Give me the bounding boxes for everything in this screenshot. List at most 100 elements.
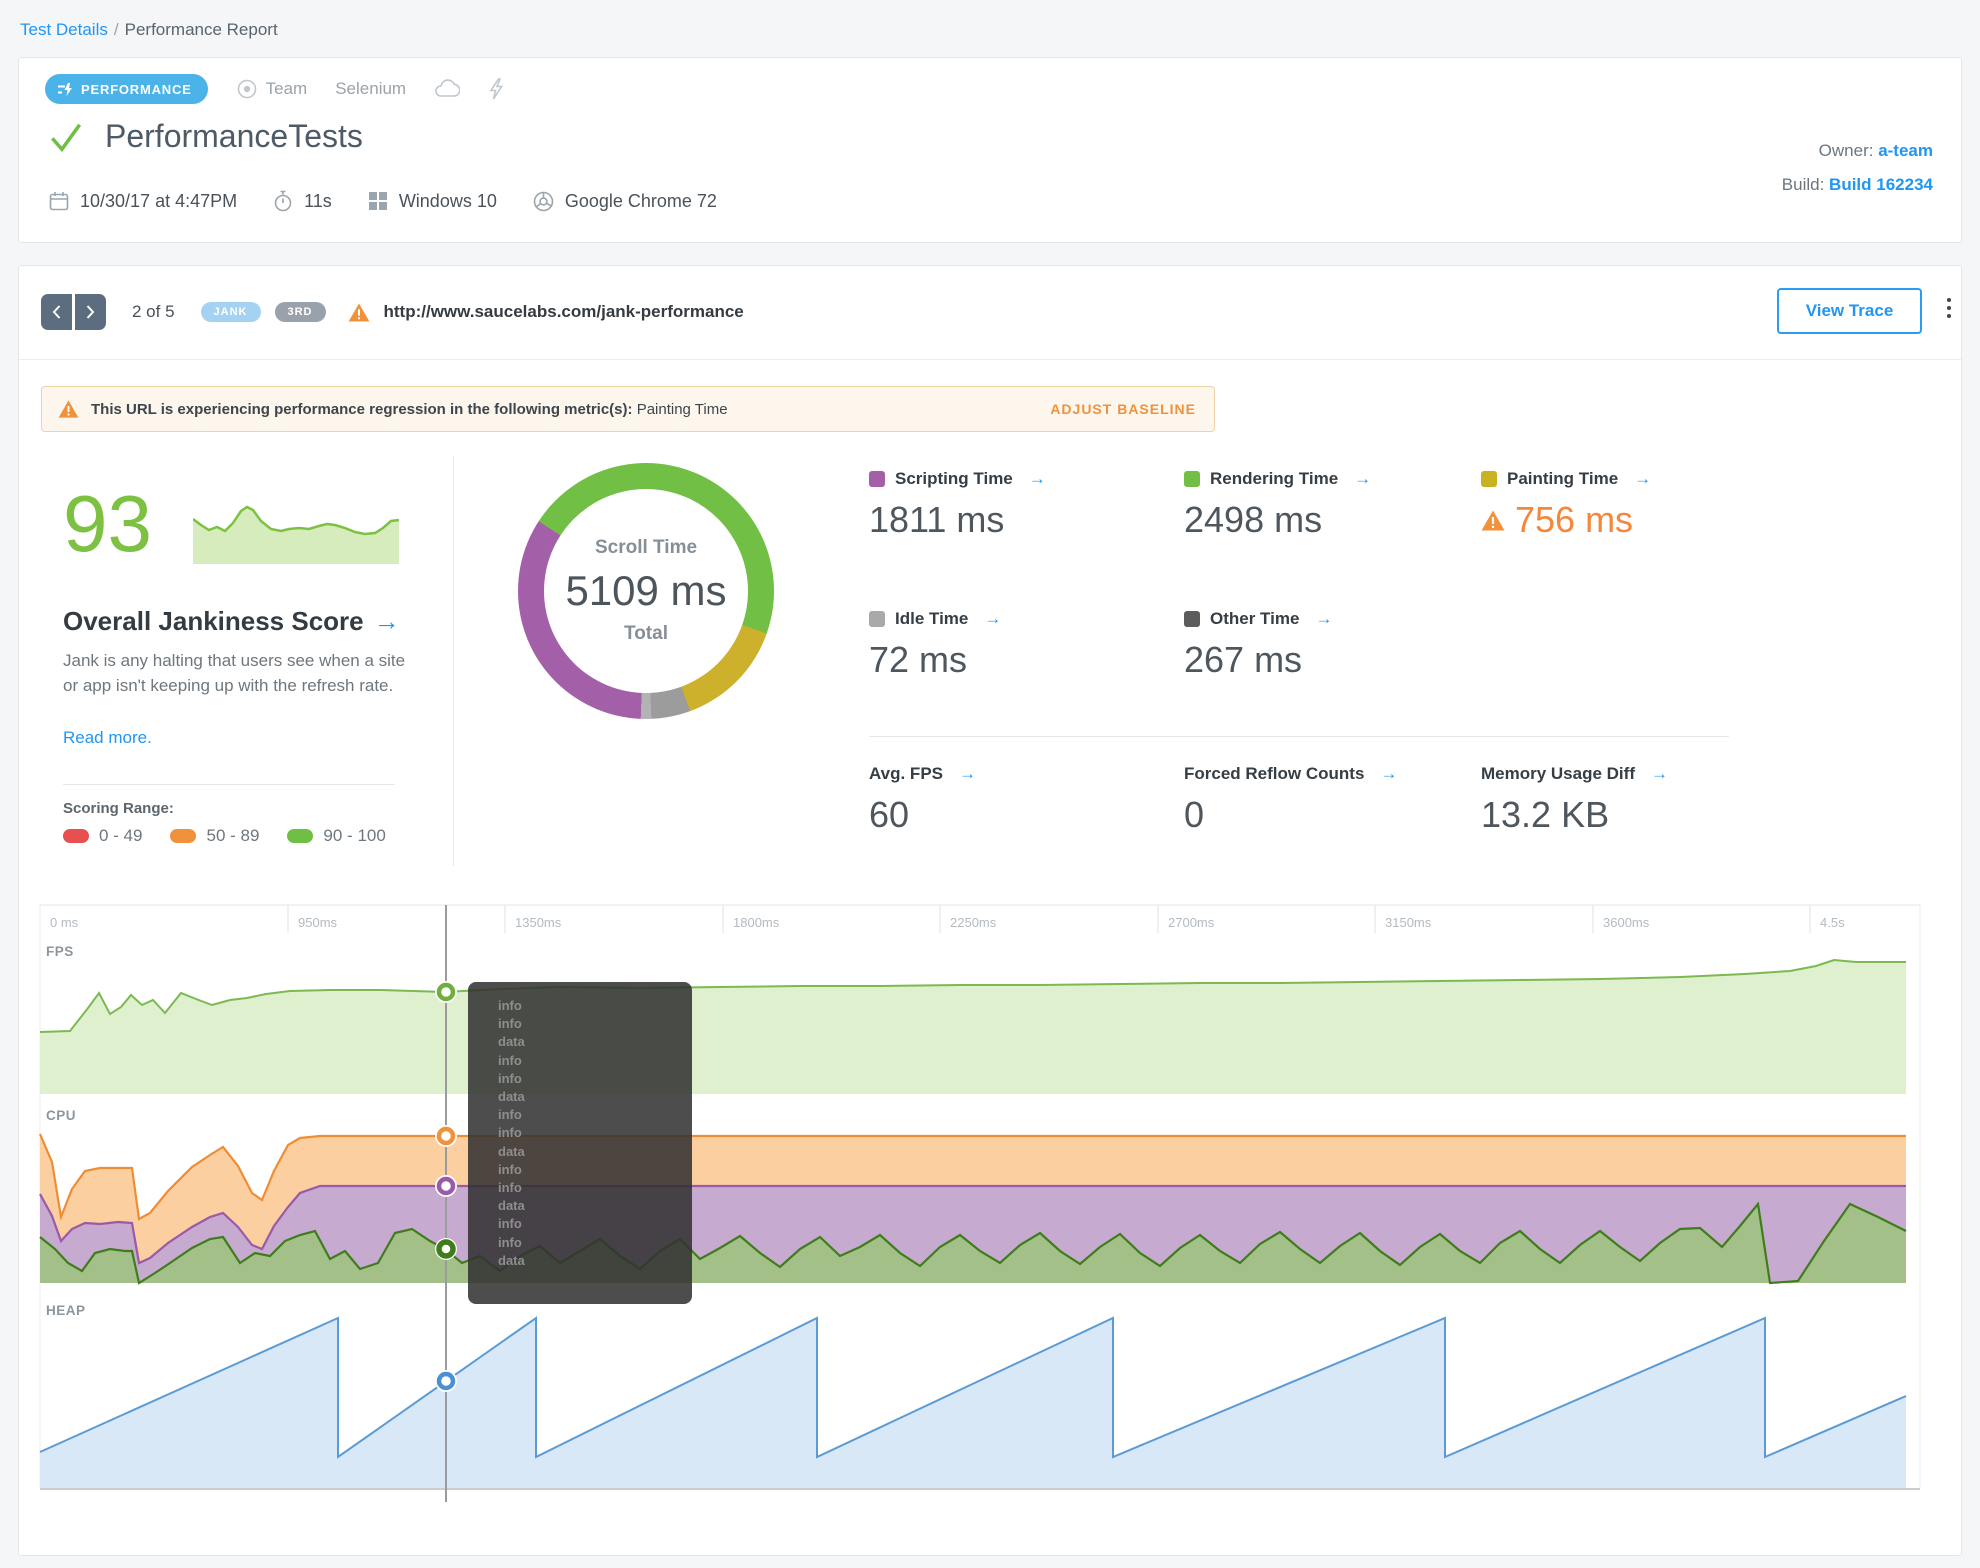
meta-duration: 11s xyxy=(273,190,332,212)
avg-fps-arrow-link[interactable]: → xyxy=(959,764,976,783)
performance-badge: PERFORMANCE xyxy=(45,74,208,104)
tooltip-row: info xyxy=(498,1216,522,1232)
chevron-left-icon xyxy=(52,305,61,319)
painting-value-alert: 756 ms xyxy=(1481,499,1651,541)
metric-idle-time: Idle Time → 72 ms xyxy=(869,609,1002,680)
framework-label: Selenium xyxy=(335,79,407,98)
other-arrow-link[interactable]: → xyxy=(1315,609,1333,628)
owner-line: Owner: a-team xyxy=(1818,141,1933,160)
cpu-chart-label: CPU xyxy=(46,1108,77,1123)
metric-scripting-time: Scripting Time → 1811 ms xyxy=(869,469,1046,540)
eye-icon xyxy=(237,79,256,99)
painting-warning-icon xyxy=(1481,510,1505,530)
tooltip-row: info xyxy=(498,1234,522,1250)
jankiness-score-title: Overall Jankiness Score → xyxy=(63,606,400,636)
page-url: http://www.saucelabs.com/jank-performanc… xyxy=(383,302,744,321)
url-position: 2 of 5 xyxy=(132,302,175,321)
tooltip-row: info xyxy=(498,1070,522,1086)
owner-link[interactable]: a-team xyxy=(1878,141,1933,160)
column-divider xyxy=(453,456,454,866)
metric-forced-reflow: Forced Reflow Counts → 0 xyxy=(1184,764,1398,835)
meta-browser: Google Chrome 72 xyxy=(533,191,717,212)
team-visibility[interactable]: Team xyxy=(236,78,308,100)
windows-icon xyxy=(368,192,387,210)
breadcrumb-separator: / xyxy=(113,20,119,39)
memory-arrow-link[interactable]: → xyxy=(1650,764,1668,783)
third-party-tag: 3RD xyxy=(274,302,326,322)
painting-arrow-link[interactable]: → xyxy=(1634,469,1652,488)
metric-avg-fps: Avg. FPS → 60 xyxy=(869,764,976,835)
tooltip-row: info xyxy=(498,1107,522,1123)
tooltip-row: info xyxy=(498,998,522,1013)
scripting-swatch xyxy=(869,471,885,487)
prev-url-button[interactable] xyxy=(41,294,72,330)
tooltip-row: data xyxy=(498,1252,525,1268)
donut-label-bottom: Total xyxy=(624,623,668,644)
tooltip-row: data xyxy=(498,1198,525,1214)
range-bad: 0 - 49 xyxy=(63,826,142,846)
tooltip-row: info xyxy=(498,1016,522,1032)
scoring-range-legend: 0 - 49 50 - 89 90 - 100 xyxy=(63,826,386,846)
owner-build-block: Owner: a-team Build: Build 162234 xyxy=(1782,134,1933,202)
adjust-baseline-button[interactable]: ADJUST BASELINE xyxy=(1050,401,1196,417)
passed-check-icon xyxy=(51,123,82,152)
scripting-arrow-link[interactable]: → xyxy=(1028,469,1046,488)
build-link[interactable]: Build 162234 xyxy=(1829,175,1933,194)
tooltip-row: data xyxy=(498,1034,525,1050)
chart-tooltip: info info data info info data info info data info… xyxy=(468,982,692,1304)
breadcrumb-current: Performance Report xyxy=(124,20,278,39)
score-sparkline xyxy=(193,505,399,564)
reflow-arrow-link[interactable]: → xyxy=(1380,764,1398,783)
tooltip-row: data xyxy=(498,1143,525,1159)
scroll-time-donut: Scroll Time 5109 ms Total xyxy=(518,463,774,719)
view-trace-button[interactable]: View Trace xyxy=(1777,288,1922,334)
painting-swatch xyxy=(1481,471,1497,487)
idle-arrow-link[interactable]: → xyxy=(984,609,1002,628)
banner-text: This URL is experiencing performance reg… xyxy=(91,400,728,418)
title-row: PerformanceTests xyxy=(49,118,363,155)
performance-badge-label: PERFORMANCE xyxy=(81,81,192,97)
jank-tag: JANK xyxy=(200,302,261,322)
range-medium: 50 - 89 xyxy=(170,826,259,846)
url-report-card: 2 of 5 JANK 3RD http://www.saucelabs.com… xyxy=(18,265,1962,1556)
metrics-divider xyxy=(869,736,1729,737)
fps-chart-label: FPS xyxy=(46,944,74,959)
tooltip-row: info xyxy=(498,1180,522,1196)
calendar-icon xyxy=(49,192,69,211)
jankiness-score-value: 93 xyxy=(63,479,152,568)
jankiness-arrow-link[interactable]: → xyxy=(373,606,400,636)
metric-painting-time: Painting Time → 756 ms xyxy=(1481,469,1651,541)
chrome-icon xyxy=(533,191,554,211)
range-good: 90 - 100 xyxy=(287,826,386,846)
url-warning-icon xyxy=(348,302,370,322)
rendering-arrow-link[interactable]: → xyxy=(1354,469,1372,488)
metric-rendering-time: Rendering Time → 2498 ms xyxy=(1184,469,1372,540)
kebab-menu[interactable] xyxy=(1947,298,1951,318)
team-label: Team xyxy=(265,79,308,98)
meta-os: Windows 10 xyxy=(368,191,497,212)
url-nav-row: 2 of 5 JANK 3RD http://www.saucelabs.com… xyxy=(41,286,744,338)
donut-center: Scroll Time 5109 ms Total xyxy=(544,489,748,693)
cloud-icon xyxy=(435,79,461,97)
rendering-swatch xyxy=(1184,471,1200,487)
banner-warning-icon xyxy=(58,400,79,418)
jankiness-description: Jank is any halting that users see when … xyxy=(63,651,406,695)
breadcrumb-test-details-link[interactable]: Test Details xyxy=(20,20,108,39)
test-header-card: PERFORMANCE Team Selenium xyxy=(18,57,1962,243)
test-title: PerformanceTests xyxy=(105,118,363,154)
nav-divider xyxy=(19,359,1961,360)
next-url-button[interactable] xyxy=(75,294,106,330)
read-more-link[interactable]: Read more. xyxy=(63,728,152,747)
chevron-right-icon xyxy=(86,305,95,319)
stopwatch-icon xyxy=(274,190,292,212)
metric-other-time: Other Time → 267 ms xyxy=(1184,609,1333,680)
metric-memory-diff: Memory Usage Diff → 13.2 KB xyxy=(1481,764,1668,835)
tooltip-row: info xyxy=(498,1052,522,1068)
score-divider xyxy=(63,784,395,785)
scoring-range-label: Scoring Range: xyxy=(63,800,174,817)
meta-date: 10/30/17 at 4:47PM xyxy=(49,191,237,212)
tooltip-row: info xyxy=(498,1161,522,1177)
url-pager xyxy=(41,294,106,330)
regression-banner: This URL is experiencing performance reg… xyxy=(41,386,1215,432)
